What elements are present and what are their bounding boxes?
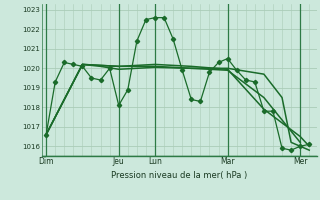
X-axis label: Pression niveau de la mer( hPa ): Pression niveau de la mer( hPa ) [111,171,247,180]
